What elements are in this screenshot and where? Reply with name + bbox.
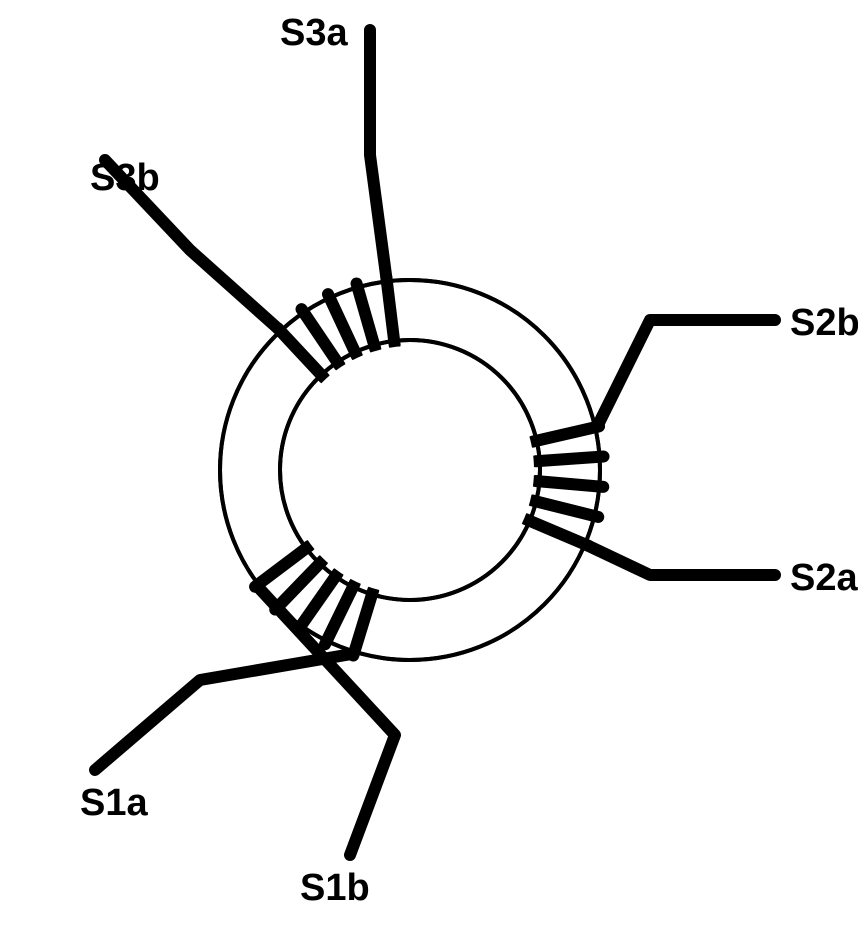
label-s1a: S1a (80, 782, 148, 824)
winding-s2-turn (536, 481, 604, 487)
lead-s3a (370, 30, 387, 279)
label-s1b: S1b (300, 867, 370, 909)
winding-s3-turn (386, 277, 394, 344)
lead-s2b (597, 320, 775, 427)
label-s2b: S2b (790, 302, 858, 344)
label-s3b: S3b (90, 157, 160, 199)
winding-s2-turn (536, 456, 604, 461)
lead-s2a (587, 545, 775, 575)
label-s3a: S3a (280, 12, 348, 54)
lead-s1a (95, 654, 354, 770)
label-s2a: S2a (790, 557, 858, 599)
